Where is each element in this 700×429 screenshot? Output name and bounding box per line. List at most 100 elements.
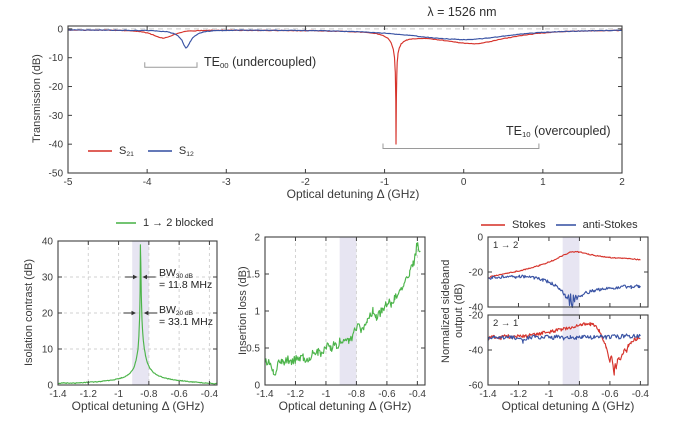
y-tick-label: 0 bbox=[57, 24, 63, 35]
y-tick-label: -20 bbox=[469, 268, 484, 279]
series-anti-Stokes bbox=[488, 274, 641, 308]
top-y-axis-label: Transmission (dB) bbox=[31, 54, 43, 144]
legend-item-blocked: 1 → 2 blocked bbox=[116, 217, 213, 229]
series-S12 bbox=[68, 29, 622, 49]
blocked-label: 1 → 2 blocked bbox=[143, 217, 214, 229]
x-tick-label: -0.4 bbox=[201, 389, 219, 400]
x-tick-label: -2 bbox=[301, 177, 310, 188]
x-tick-label: 2 bbox=[619, 177, 625, 188]
operating-band bbox=[339, 237, 357, 385]
x-tick-label: -1 bbox=[544, 389, 553, 400]
y-tick-label: -20 bbox=[469, 311, 484, 322]
antistokes-label: anti-Stokes bbox=[582, 219, 638, 231]
panel-insertion: -1.4 -1.2 -1 -0.8 -0.6 -0.4 0 0.5 1 1.5 2 bbox=[246, 233, 426, 401]
y-tick-label: 20 bbox=[42, 309, 54, 320]
x-tick-label: -5 bbox=[64, 177, 73, 188]
te10-annotation: TE10 (overcoupled) bbox=[506, 124, 611, 140]
panel-sideband_b: -1.4 -1.2 -1 -0.8 -0.6 -0.4 -20 -40 -60 bbox=[469, 311, 650, 401]
x-tick-label: -1.4 bbox=[49, 389, 67, 400]
operating-band bbox=[562, 237, 580, 385]
y-tick-label: 0.5 bbox=[246, 344, 260, 355]
y-tick-label: -60 bbox=[469, 381, 484, 392]
x-tick-label: -1.2 bbox=[80, 389, 98, 400]
insertion-x-axis-label: Optical detuning Δ (GHz) bbox=[278, 399, 412, 413]
te10-base: TE bbox=[506, 124, 522, 138]
x-tick-label: -1.4 bbox=[256, 389, 274, 400]
x-tick-label: -1 bbox=[380, 177, 389, 188]
y-tick-label: -40 bbox=[49, 140, 64, 151]
sideband-x-axis-label: Optical detuning Δ (GHz) bbox=[501, 399, 635, 413]
sideband-legend: Stokes anti-Stokes bbox=[481, 219, 638, 231]
y-tick-label: 1 bbox=[254, 307, 260, 318]
te10-subscript: 10 bbox=[521, 130, 531, 140]
stokes-line-swatch bbox=[481, 224, 505, 226]
te00-rest: (undercoupled) bbox=[228, 55, 317, 69]
series-group bbox=[488, 321, 641, 376]
x-tick-label: -1.4 bbox=[479, 389, 497, 400]
y-tick-label: 1.5 bbox=[246, 270, 260, 281]
y-tick-label: -40 bbox=[469, 346, 484, 357]
series-group bbox=[265, 242, 421, 376]
series-S21 bbox=[68, 29, 622, 145]
bw20-title: BW20 dB bbox=[159, 304, 193, 317]
bw30-annotation: BW30 dB = 11.8 MHz bbox=[159, 267, 212, 291]
y-tick-label: -10 bbox=[49, 53, 64, 64]
x-tick-label: -1.2 bbox=[510, 389, 528, 400]
x-tick-label: -0.4 bbox=[409, 389, 427, 400]
isolation-x-axis-label: Optical detuning Δ (GHz) bbox=[71, 399, 205, 413]
x-tick-label: -0.6 bbox=[378, 389, 396, 400]
sideband-y-axis-label-line1: Normalized sideband bbox=[440, 259, 452, 363]
bw-arrow-head bbox=[131, 310, 136, 316]
series-group bbox=[68, 29, 622, 145]
y-tick-label: 2 bbox=[254, 233, 260, 244]
te00-base: TE bbox=[204, 55, 220, 69]
bw-arrow-head bbox=[143, 310, 149, 316]
x-tick-label: -0.8 bbox=[348, 389, 366, 400]
x-tick-label: -0.8 bbox=[140, 389, 158, 400]
legend-item-stokes: Stokes bbox=[481, 219, 546, 231]
series-group bbox=[58, 244, 217, 385]
x-tick-label: 1 bbox=[540, 177, 546, 188]
bw-arrow-head bbox=[142, 274, 147, 280]
x-tick-label: -0.6 bbox=[601, 389, 619, 400]
insertion-y-axis-label: Insertion loss (dB) bbox=[237, 266, 249, 356]
x-tick-label: -0.6 bbox=[171, 389, 189, 400]
mode-bracket bbox=[144, 62, 198, 68]
panel-b-corner-label: 2 → 1 bbox=[493, 318, 519, 329]
panel-sideband_a: 0-20-40 bbox=[469, 233, 649, 385]
te00-subscript: 00 bbox=[219, 61, 229, 71]
x-tick-label: 0 bbox=[461, 177, 467, 188]
bw-arrow-head bbox=[133, 274, 138, 280]
bw20-value: = 33.1 MHz bbox=[159, 315, 213, 328]
panel-a-corner-label: 1 → 2 bbox=[493, 240, 519, 251]
isolation-legend: 1 → 2 blocked bbox=[116, 217, 227, 229]
s21-label: S21 bbox=[119, 145, 134, 158]
te00-annotation: TE00 (undercoupled) bbox=[204, 55, 317, 71]
x-tick-label: -3 bbox=[222, 177, 231, 188]
y-tick-label: 0 bbox=[47, 381, 53, 392]
x-tick-label: -1.2 bbox=[287, 389, 305, 400]
x-tick-label: -1 bbox=[114, 389, 123, 400]
wavelength-annotation: λ = 1526 nm bbox=[427, 5, 497, 19]
bw20-annotation: BW20 dB = 33.1 MHz bbox=[159, 304, 213, 328]
x-tick-label: -1 bbox=[321, 389, 330, 400]
legend-item-s21: S21 bbox=[88, 145, 134, 158]
series-Stokes bbox=[488, 321, 641, 376]
y-tick-label: -50 bbox=[49, 169, 64, 180]
antistokes-line-swatch bbox=[555, 224, 576, 226]
y-tick-label: -40 bbox=[469, 303, 484, 314]
te10-rest: (overcoupled) bbox=[530, 124, 611, 138]
series-1 → 2 blocked bbox=[58, 244, 217, 385]
x-tick-label: -4 bbox=[143, 177, 152, 188]
s12-line-swatch bbox=[147, 150, 172, 152]
s12-label: S12 bbox=[178, 145, 194, 158]
y-tick-label: -30 bbox=[49, 111, 64, 122]
series-Stokes bbox=[488, 250, 641, 279]
series-group bbox=[488, 250, 641, 308]
bw30-title: BW30 dB bbox=[159, 267, 193, 280]
top-x-axis-label: Optical detuning Δ (GHz) bbox=[286, 187, 420, 201]
legend-item-s12: S12 bbox=[147, 145, 194, 158]
mode-bracket bbox=[382, 143, 540, 149]
y-tick-label: 40 bbox=[42, 237, 54, 248]
